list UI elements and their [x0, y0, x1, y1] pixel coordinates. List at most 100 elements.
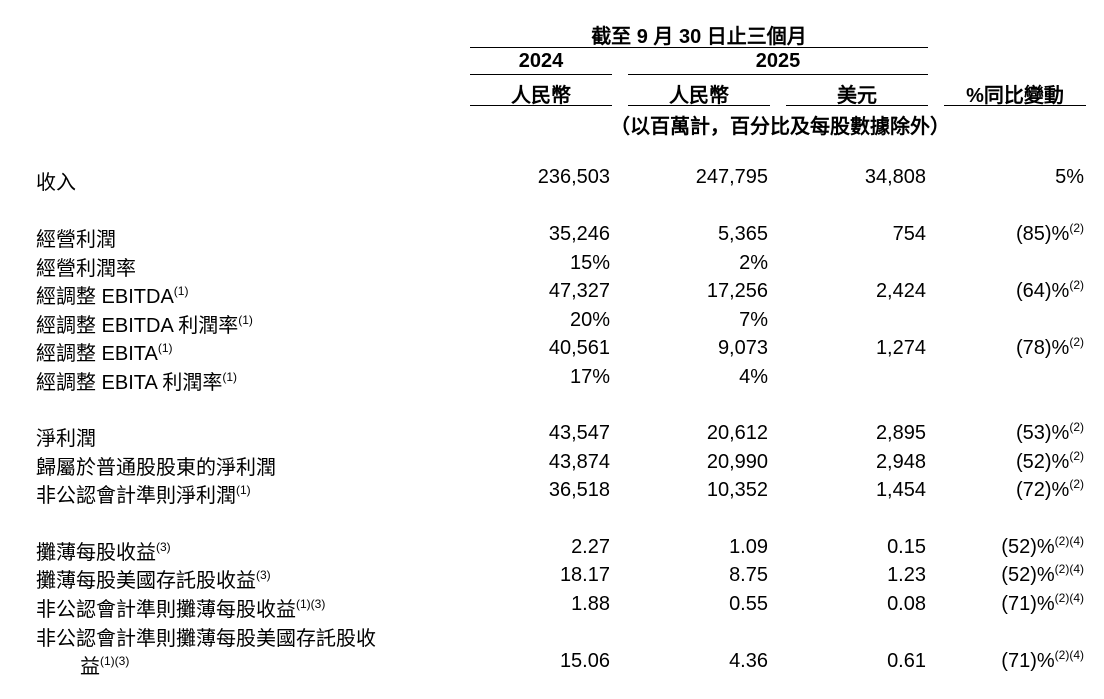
cell-rmb-2024: 35,246 — [549, 223, 610, 246]
cell-yoy-change: (52)%(2)(4) — [1001, 562, 1084, 587]
cell-value: 17% — [569, 366, 610, 388]
cell-value: 43,874 — [548, 451, 610, 473]
footnote-marker: (2)(4) — [1054, 534, 1084, 548]
row-label: 攤薄每股收益(3) — [36, 536, 171, 565]
row-label-text: 收入 — [36, 172, 76, 194]
cell-rmb-2025: 2% — [739, 252, 768, 275]
cell-value: (78)% — [1015, 337, 1070, 359]
cell-usd: 0.08 — [887, 593, 926, 616]
cell-value: 0.55 — [729, 593, 768, 615]
cell-yoy-change: (52)%(2) — [1016, 449, 1084, 474]
cell-value: 10,352 — [706, 479, 768, 501]
row-label-text: 非公認會計準則攤薄每股收益 — [36, 599, 296, 621]
footnote-marker: (2) — [1069, 449, 1084, 463]
row-label: 非公認會計準則淨利潤(1) — [36, 479, 251, 508]
cell-value: 2.27 — [571, 536, 610, 558]
cell-value: 8.75 — [729, 564, 768, 586]
cell-value: 0.08 — [887, 593, 926, 615]
year-2024-underline — [470, 74, 612, 75]
footnote-marker: (1) — [222, 370, 237, 384]
footnote-marker: (1)(3) — [100, 654, 130, 668]
cell-rmb-2025: 9,073 — [718, 337, 768, 360]
cell-value: 4.36 — [729, 650, 768, 672]
cell-rmb-2024: 2.27 — [571, 536, 610, 559]
row-label-text: 歸屬於普通股股東的淨利潤 — [36, 457, 276, 479]
cell-yoy-change: (85)%(2) — [1015, 222, 1084, 246]
footnote-marker: (3) — [256, 568, 271, 582]
footnote-marker: (2)(4) — [1054, 562, 1084, 576]
cell-rmb-2025: 4% — [739, 366, 768, 389]
row-label: 淨利潤 — [36, 422, 96, 451]
cell-rmb-2025: 20,612 — [707, 422, 768, 445]
cell-value: 7% — [739, 309, 768, 331]
cell-value: 1,274 — [875, 337, 926, 359]
cell-value: 36,518 — [548, 479, 610, 501]
row-label-text: 經調整 EBITDA — [36, 286, 174, 308]
currency-rmb-2025-header: 人民幣 — [669, 85, 729, 107]
cell-value: 34,808 — [864, 166, 926, 188]
cell-rmb-2024: 17% — [570, 366, 610, 389]
cell-usd: 0.61 — [887, 650, 926, 673]
cell-rmb-2024: 43,874 — [549, 451, 610, 474]
cell-value: 1.88 — [571, 593, 610, 615]
cell-usd: 2,895 — [876, 422, 926, 445]
currency-usd-header: 美元 — [837, 85, 877, 107]
cell-value: 2,895 — [875, 422, 926, 444]
cell-usd: 1.23 — [887, 564, 926, 587]
unit-note: （以百萬計，百分比及每股數據除外） — [610, 116, 950, 138]
cell-usd: 1,454 — [876, 479, 926, 502]
cell-rmb-2025: 0.55 — [729, 593, 768, 616]
footnote-marker: (2) — [1069, 335, 1084, 349]
rmb-2025-underline — [628, 105, 770, 106]
cell-usd: 2,948 — [876, 451, 926, 474]
year-2024-header: 2024 — [518, 50, 564, 72]
cell-value: (64)% — [1015, 280, 1070, 302]
cell-value: (85)% — [1015, 223, 1070, 245]
cell-usd: 34,808 — [865, 166, 926, 189]
cell-rmb-2024: 15% — [570, 252, 610, 275]
cell-value: 18.17 — [559, 564, 610, 586]
cell-value: 2% — [739, 252, 768, 274]
footnote-marker: (1) — [238, 313, 253, 327]
row-label-text: 淨利潤 — [36, 428, 96, 450]
cell-value: 40,561 — [548, 337, 610, 359]
cell-rmb-2024: 18.17 — [560, 564, 610, 587]
cell-usd: 2,424 — [876, 280, 926, 303]
row-label: 非公認會計準則攤薄每股收益(1)(3) — [36, 593, 325, 622]
cell-value: 20% — [569, 309, 610, 331]
footnote-marker: (1) — [236, 483, 251, 497]
cell-value: 754 — [892, 223, 926, 245]
cell-value: 47,327 — [548, 280, 610, 302]
row-label-text: 攤薄每股美國存託股收益 — [36, 570, 256, 592]
cell-value: 5,365 — [717, 223, 768, 245]
row-label: 收入 — [36, 166, 76, 195]
cell-usd: 1,274 — [876, 337, 926, 360]
footnote-marker: (1)(3) — [296, 597, 326, 611]
cell-rmb-2025: 17,256 — [707, 280, 768, 303]
cell-rmb-2024: 43,547 — [549, 422, 610, 445]
footnote-marker: (3) — [156, 540, 171, 554]
cell-rmb-2025: 7% — [739, 309, 768, 332]
cell-value: 1.09 — [729, 536, 768, 558]
cell-rmb-2025: 8.75 — [729, 564, 768, 587]
cell-yoy-change: (72)%(2) — [1016, 477, 1084, 502]
cell-value: 1,454 — [875, 479, 926, 501]
row-label-text: 經調整 EBITA — [36, 343, 158, 365]
row-label: 歸屬於普通股股東的淨利潤 — [36, 451, 276, 480]
cell-rmb-2024: 40,561 — [549, 337, 610, 360]
row-label: 攤薄每股美國存託股收益(3) — [36, 564, 271, 593]
cell-usd: 0.15 — [887, 536, 926, 559]
cell-value: 2,948 — [875, 451, 926, 473]
cell-value: 9,073 — [717, 337, 768, 359]
row-label-text: 攤薄每股收益 — [36, 542, 156, 564]
cell-rmb-2025: 10,352 — [707, 479, 768, 502]
cell-value: 43,547 — [548, 422, 610, 444]
cell-rmb-2025: 1.09 — [729, 536, 768, 559]
period-header: 截至 9 月 30 日止三個月 — [591, 26, 807, 48]
cell-yoy-change: (52)%(2)(4) — [1001, 534, 1084, 559]
footnote-marker: (2) — [1069, 477, 1084, 491]
cell-value: 20,612 — [706, 422, 768, 444]
cell-yoy-change: (71)%(2)(4) — [1001, 592, 1084, 616]
cell-rmb-2024: 1.88 — [571, 593, 610, 616]
